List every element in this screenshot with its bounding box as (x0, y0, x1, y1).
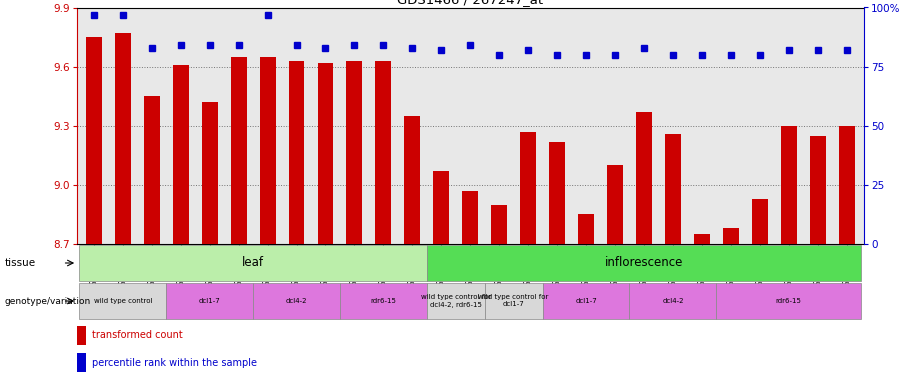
Bar (144, 96, 159, 244)
Bar (173, 64, 189, 244)
Bar (375, 61, 392, 244)
Text: leaf: leaf (242, 256, 264, 270)
Text: dcl1-7: dcl1-7 (199, 298, 220, 304)
Text: tissue: tissue (4, 258, 36, 268)
Text: transformed count: transformed count (92, 330, 183, 340)
Bar (578, 214, 594, 244)
Title: GDS1466 / 267247_at: GDS1466 / 267247_at (397, 0, 544, 6)
Bar (491, 205, 508, 244)
Bar (404, 116, 420, 244)
Bar (549, 141, 565, 244)
Bar (636, 112, 652, 244)
Text: rdr6-15: rdr6-15 (776, 298, 802, 304)
Text: genotype/variation: genotype/variation (4, 297, 91, 306)
Text: wild type control for
dcl4-2, rdr6-15: wild type control for dcl4-2, rdr6-15 (420, 294, 491, 307)
Bar (433, 171, 449, 244)
Bar (629, 283, 716, 319)
Bar (76, 326, 86, 345)
Text: inflorescence: inflorescence (605, 256, 683, 270)
Bar (340, 283, 427, 319)
Bar (839, 126, 855, 244)
Bar (716, 283, 861, 319)
Bar (427, 283, 485, 319)
Text: dcl1-7: dcl1-7 (575, 298, 597, 304)
Bar (79, 283, 166, 319)
Bar (76, 353, 86, 372)
Bar (289, 61, 304, 244)
Bar (810, 136, 825, 244)
Bar (253, 283, 340, 319)
Bar (202, 102, 218, 244)
Bar (166, 283, 253, 319)
Bar (259, 57, 275, 244)
Bar (230, 57, 247, 244)
Bar (520, 132, 536, 244)
Bar (115, 33, 130, 244)
Bar (79, 245, 427, 281)
Bar (463, 191, 478, 244)
Bar (752, 199, 768, 244)
Bar (665, 134, 681, 244)
Bar (318, 63, 334, 244)
Bar (607, 165, 623, 244)
Bar (543, 283, 629, 319)
Bar (781, 126, 797, 244)
Text: percentile rank within the sample: percentile rank within the sample (92, 358, 257, 368)
Bar (694, 234, 710, 244)
Text: wild type control: wild type control (94, 298, 152, 304)
Bar (485, 283, 543, 319)
Bar (86, 37, 102, 244)
Text: rdr6-15: rdr6-15 (371, 298, 396, 304)
Text: dcl4-2: dcl4-2 (286, 298, 307, 304)
Bar (346, 61, 363, 244)
Bar (723, 228, 739, 244)
Bar (427, 245, 861, 281)
Text: wild type control for
dcl1-7: wild type control for dcl1-7 (479, 294, 549, 307)
Text: dcl4-2: dcl4-2 (662, 298, 684, 304)
